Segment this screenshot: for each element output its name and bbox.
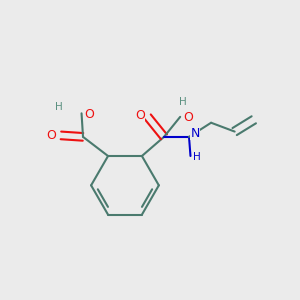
Text: O: O bbox=[85, 108, 94, 121]
Text: H: H bbox=[179, 97, 186, 107]
Text: N: N bbox=[190, 127, 200, 140]
Text: O: O bbox=[183, 111, 193, 124]
Text: O: O bbox=[135, 109, 145, 122]
Text: H: H bbox=[194, 152, 201, 163]
Text: O: O bbox=[46, 129, 56, 142]
Text: H: H bbox=[55, 102, 63, 112]
